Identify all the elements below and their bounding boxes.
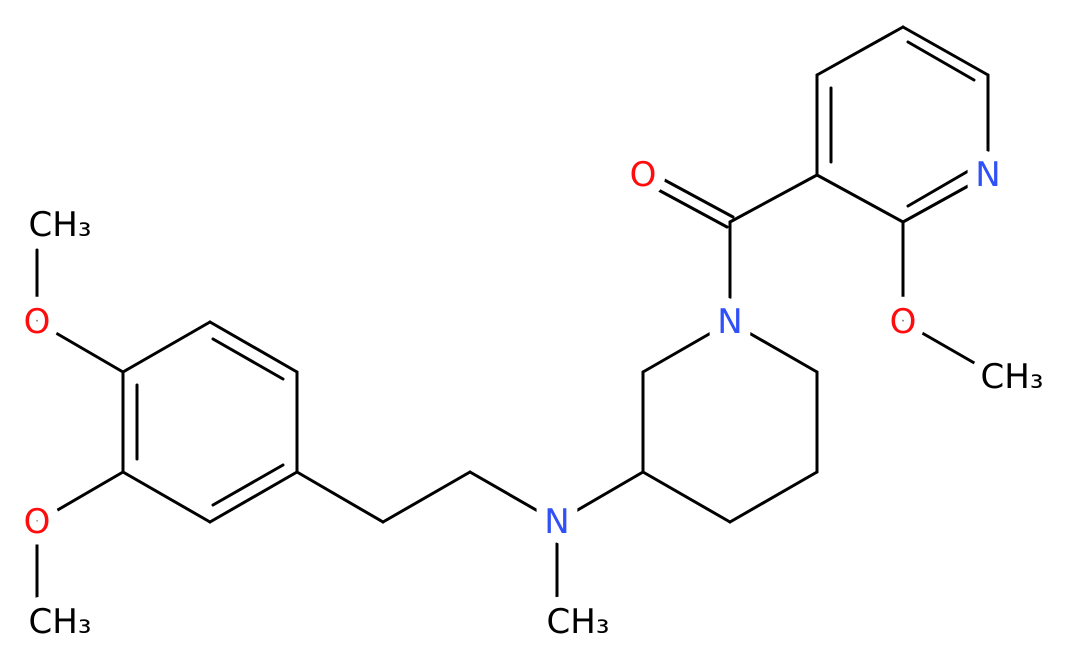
atom-label: O xyxy=(630,155,657,195)
atom-label: CH₃ xyxy=(981,357,1044,397)
atom-label: O xyxy=(24,502,51,542)
atom-label: CH₃ xyxy=(29,205,92,245)
atom-label: CH₃ xyxy=(547,602,610,642)
atom-label: O xyxy=(24,302,51,342)
atom-label: O xyxy=(890,302,917,342)
atom-label: CH₃ xyxy=(29,602,92,642)
atom-label: N xyxy=(717,302,742,342)
atom-labels: O N N O CH₃ N CH₃ O CH₃ O CH₃ xyxy=(13,144,1055,653)
bonds xyxy=(35,25,992,602)
atom-label: N xyxy=(975,155,1000,195)
atom-label: N xyxy=(544,502,569,542)
